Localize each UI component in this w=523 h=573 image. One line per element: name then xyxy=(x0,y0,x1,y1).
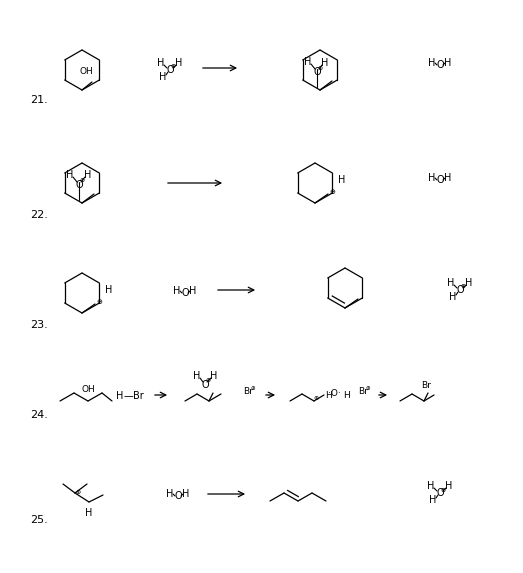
Text: ·O·: ·O· xyxy=(327,388,340,398)
Text: O: O xyxy=(181,288,189,298)
Text: H: H xyxy=(465,278,473,288)
Text: O: O xyxy=(313,67,321,77)
Text: Br: Br xyxy=(133,391,143,401)
Text: 23.: 23. xyxy=(30,320,48,330)
Text: H: H xyxy=(428,173,436,183)
Text: ⊕: ⊕ xyxy=(170,65,176,69)
Text: H: H xyxy=(173,286,180,296)
Text: H: H xyxy=(175,58,183,68)
Text: H: H xyxy=(157,58,165,68)
Text: H: H xyxy=(85,508,93,518)
Text: ⊕: ⊕ xyxy=(366,386,370,391)
Text: ⊕: ⊕ xyxy=(440,488,446,493)
Text: O: O xyxy=(75,180,83,190)
Text: H: H xyxy=(338,175,345,185)
Text: H: H xyxy=(84,170,92,180)
Text: H: H xyxy=(427,481,435,491)
Text: H: H xyxy=(166,489,174,499)
Text: —: — xyxy=(123,391,133,401)
Text: H: H xyxy=(116,391,123,401)
Text: ⊕: ⊕ xyxy=(206,379,211,383)
Text: H: H xyxy=(445,58,452,68)
Text: OH: OH xyxy=(79,68,93,77)
Text: ⊕: ⊕ xyxy=(75,489,81,494)
Text: H: H xyxy=(66,170,74,180)
Text: Br: Br xyxy=(358,387,368,395)
Text: ⊕: ⊕ xyxy=(251,386,255,391)
Text: H: H xyxy=(447,278,454,288)
Text: ⊕: ⊕ xyxy=(317,65,323,70)
Text: H: H xyxy=(445,173,452,183)
Text: H: H xyxy=(445,481,453,491)
Text: H: H xyxy=(183,489,190,499)
Text: OH: OH xyxy=(81,384,95,394)
Text: O: O xyxy=(201,380,209,390)
Text: ⊕: ⊕ xyxy=(313,397,319,402)
Text: H: H xyxy=(321,58,328,68)
Text: ⊕: ⊕ xyxy=(79,179,85,183)
Text: H: H xyxy=(160,72,167,82)
Text: ⊕: ⊕ xyxy=(460,285,465,289)
Text: O: O xyxy=(456,285,464,295)
Text: H: H xyxy=(429,495,437,505)
Text: Br: Br xyxy=(421,380,431,390)
Text: H: H xyxy=(105,285,112,295)
Text: H: H xyxy=(189,286,197,296)
Text: H: H xyxy=(194,371,201,381)
Text: 24.: 24. xyxy=(30,410,48,420)
Text: O: O xyxy=(436,175,444,185)
Text: 21.: 21. xyxy=(30,95,48,105)
Text: ⊕: ⊕ xyxy=(96,299,102,305)
Text: Br: Br xyxy=(243,387,253,395)
Text: H: H xyxy=(449,292,457,302)
Text: H: H xyxy=(210,371,218,381)
Text: H: H xyxy=(343,391,349,401)
Text: O: O xyxy=(436,488,444,498)
Text: 25.: 25. xyxy=(30,515,48,525)
Text: H: H xyxy=(304,57,312,67)
Text: 22.: 22. xyxy=(30,210,48,220)
Text: O: O xyxy=(436,60,444,70)
Text: H: H xyxy=(325,391,332,401)
Text: H: H xyxy=(428,58,436,68)
Text: O: O xyxy=(166,65,174,75)
Text: ⊕: ⊕ xyxy=(329,189,335,195)
Text: O: O xyxy=(174,491,182,501)
